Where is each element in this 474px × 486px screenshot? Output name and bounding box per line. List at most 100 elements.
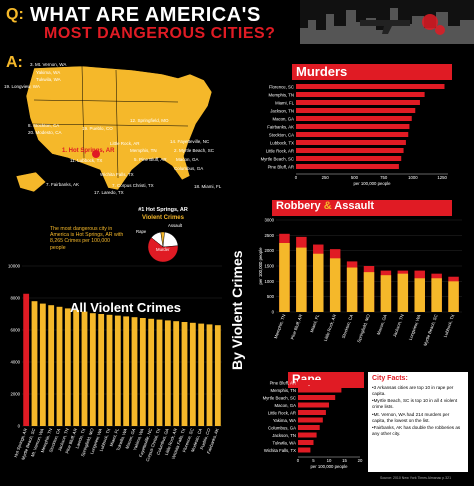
x-tick-label: Myrtle Beach, SC: [422, 314, 438, 347]
pie-label: Rape: [136, 229, 147, 234]
y-tick-label: 4000: [10, 360, 20, 365]
x-tick-label: 10: [327, 458, 332, 463]
bar-category-label: Miami, FL: [275, 101, 294, 106]
bar: [298, 387, 342, 393]
city-label: 18. Miami, FL: [194, 184, 222, 189]
title-line-2: MOST DANGEROUS CITIES?: [44, 25, 276, 42]
fact-item: •Fairbanks, AK has double the robberies …: [372, 425, 461, 437]
city-facts-panel: City Facts: •3 Arkansas cities are top 1…: [368, 372, 468, 472]
facts-title: City Facts:: [372, 375, 408, 382]
bar: [298, 395, 336, 400]
bar: [296, 148, 404, 153]
assault-bar: [363, 272, 375, 312]
murders-chart: Florence, SC Memphis, TN Miami, FL Jackson,…: [261, 84, 448, 186]
x-tick-label: Longview, WA: [408, 314, 422, 341]
fact-item: •3 Arkansas cities are top 10 in rape pe…: [372, 385, 454, 396]
bar: [296, 132, 409, 137]
bar: [298, 410, 326, 415]
q-label: Q:: [6, 6, 24, 23]
bar-category-label: Macon, GA: [275, 403, 297, 408]
bar: [123, 316, 130, 426]
y-tick-label: 2000: [10, 392, 20, 397]
assault-title: Assault: [334, 200, 375, 212]
amp: &: [323, 200, 332, 212]
x-tick-label: Lubbock, TX: [443, 314, 456, 338]
assault-bar: [279, 243, 290, 312]
bar: [106, 314, 113, 426]
city-label: 12. Springfield, MO: [130, 118, 169, 123]
bar: [181, 322, 188, 426]
bar: [296, 108, 416, 113]
assault-bar: [431, 278, 442, 312]
rape-chart: Pine Bluff, AR Memphis, TN Myrtle Beach, S…: [263, 380, 363, 469]
bar: [296, 156, 402, 161]
violent-pie-panel: #1 Hot Springs, AR Violent Crimes Rape As…: [132, 207, 194, 265]
bar: [296, 92, 425, 97]
bar-category-label: Yakima, WA: [273, 418, 296, 423]
city-label: Macon, GA: [176, 157, 199, 162]
pie-label: Murder: [156, 247, 170, 252]
bar-category-label: Tukwila, WA: [272, 441, 296, 446]
city-label: 2. Myrtle Beach, SC: [174, 148, 215, 153]
fact-item: •Mt. Vernon, WA had 214 murders per capi…: [372, 411, 450, 423]
bar-category-label: Little Rock, AR: [268, 411, 296, 416]
bar: [296, 164, 399, 169]
assault-bar: [414, 278, 425, 312]
city-label: Little Rock, AR: [110, 141, 140, 146]
y-tick-label: 500: [267, 294, 275, 299]
x-tick-label: Jackson, TN: [392, 314, 405, 338]
fact-item: •Myrtle Beach, SC is top 10 in all 4 vio…: [372, 398, 458, 410]
side-label: By Violent Crimes: [229, 250, 245, 370]
pie-title: Violent Crimes: [142, 215, 184, 221]
city-label: 14. Fayetteville, NC: [170, 139, 210, 144]
bar-category-label: Lubbock, TX: [270, 141, 294, 146]
bar: [298, 432, 317, 438]
assault-bar: [313, 253, 324, 312]
y-tick-label: 8000: [10, 296, 20, 301]
bar-category-label: Jackson, TN: [272, 433, 296, 438]
assault-bar: [448, 281, 459, 312]
city-label: 3. Mt. Vernon, WA: [30, 62, 67, 67]
x-tick-label: Pine Bluff, AR: [290, 314, 304, 341]
bar-category-label: Florence, SC: [269, 85, 294, 90]
bar: [298, 440, 314, 445]
bar: [298, 380, 357, 385]
city-label: Wichita Falls, TX: [100, 172, 134, 177]
y-tick-label: 1000: [264, 279, 274, 284]
x-tick-label: Memphis, TN: [273, 314, 286, 340]
bar-category-label: Columbus, GA: [268, 426, 296, 431]
x-tick-label: 5: [312, 458, 315, 463]
assault-bar: [397, 273, 409, 312]
bar: [298, 447, 311, 453]
x-tick-label: 500: [351, 175, 359, 180]
bar-category-label: Pine Bluff, AR: [268, 165, 294, 170]
bar: [139, 318, 146, 426]
bar: [156, 319, 163, 426]
bar: [296, 140, 406, 145]
city-label: 7. Fairbanks, AK: [46, 182, 80, 187]
bar: [56, 306, 63, 426]
city-label: Memphis, TN: [130, 148, 157, 153]
city-label: Columbus, GA: [174, 166, 204, 171]
bar-category-label: Wichita Falls, TX: [264, 448, 296, 453]
bar: [98, 314, 105, 426]
y-tick-label: 2000: [264, 248, 274, 253]
bar-category-label: Pine Bluff, AR: [270, 381, 296, 386]
y-tick-label: 0: [272, 310, 275, 315]
bar: [296, 100, 420, 105]
city-label: Yakima, WA: [36, 70, 61, 75]
assault-bar: [329, 258, 341, 312]
x-tick-label: Springfield, MO: [356, 313, 371, 343]
bar: [198, 323, 205, 426]
all-violent-title: All Violent Crimes: [70, 300, 182, 315]
source-note: Source: 2010 New York Times Almanac p.32…: [380, 476, 452, 480]
bar: [23, 293, 30, 426]
bar-category-label: Stockton, CA: [269, 133, 294, 138]
bar-category-label: Memphis, TN: [271, 388, 296, 393]
assault-bar: [296, 247, 307, 312]
bar: [298, 402, 329, 408]
x-tick-label: 0: [295, 175, 298, 180]
title-line-1: WHAT ARE AMERICA'S: [30, 4, 261, 26]
bar: [73, 310, 80, 426]
city-label: 11. Lubbock, TX: [70, 158, 103, 163]
